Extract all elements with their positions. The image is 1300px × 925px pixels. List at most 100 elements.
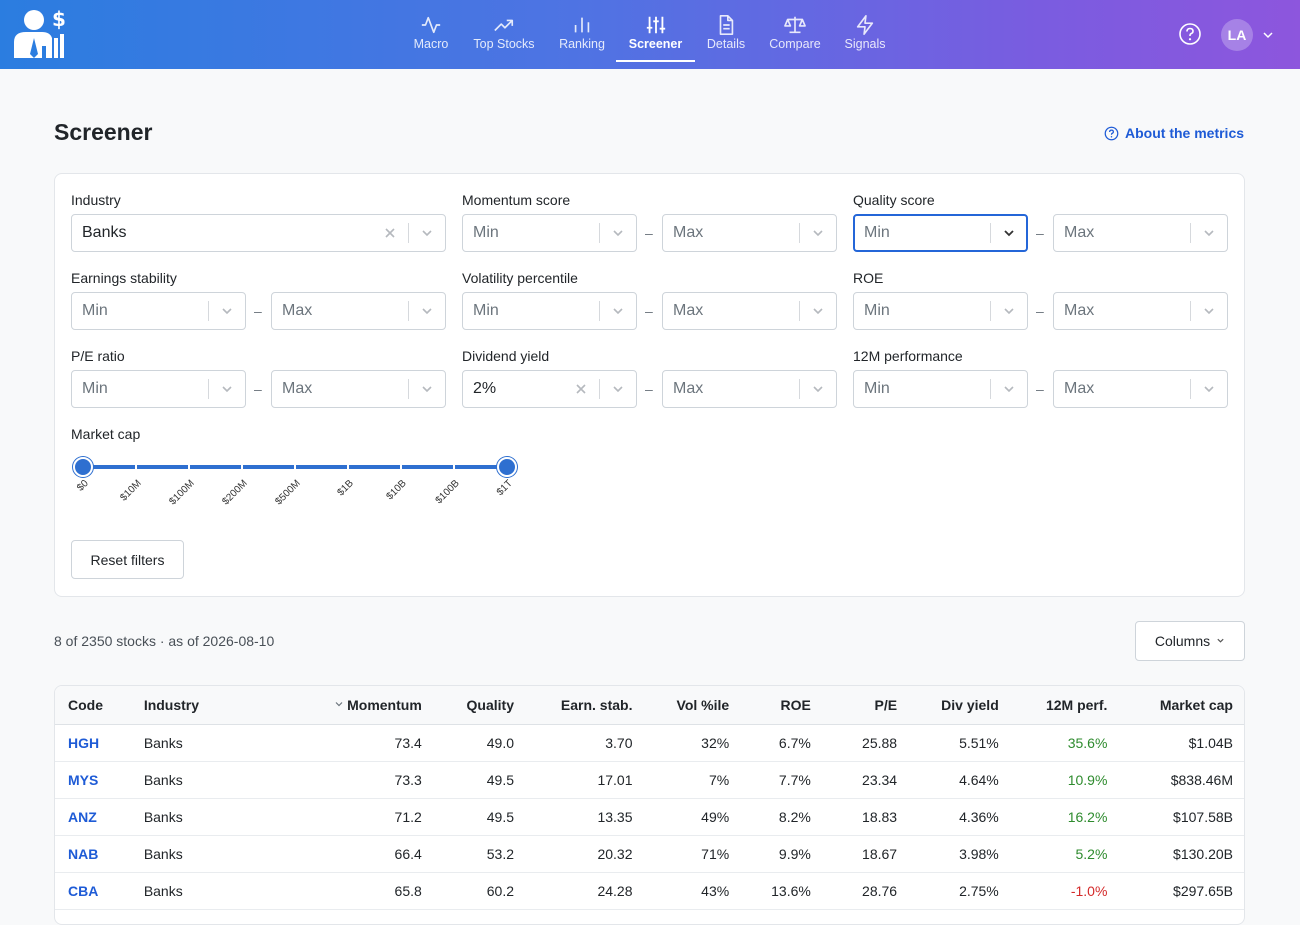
nav-macro[interactable]: Macro	[411, 0, 451, 62]
market-cap-max-handle[interactable]	[497, 457, 517, 477]
range-dash: –	[645, 381, 653, 397]
table-row[interactable]: HGH Banks 73.4 49.0 3.70 32% 6.7% 25.88 5.51% 35.…	[55, 724, 1244, 762]
cell-code[interactable]: HGH	[55, 724, 131, 762]
chevron-down-icon[interactable]	[220, 304, 234, 318]
pe-min-select[interactable]: Min	[71, 370, 246, 408]
volatility-max-select[interactable]: Max	[662, 292, 837, 330]
roe-max-select[interactable]: Max	[1053, 292, 1228, 330]
nav-label: Top Stocks	[473, 37, 535, 51]
nav-label: Details	[706, 37, 746, 51]
cell-cap: $838.46M	[1120, 761, 1244, 799]
cell-quality: 49.5	[434, 761, 527, 799]
column-header-performance-12m[interactable]: 12M perf.	[1011, 686, 1121, 725]
nav-details[interactable]: Details	[704, 0, 748, 62]
performance-12m-min-select[interactable]: Min	[853, 370, 1028, 408]
chevron-down-icon[interactable]	[420, 304, 434, 318]
momentum-label: Momentum score	[462, 192, 571, 208]
table-row[interactable]: NAB Banks 66.4 53.2 20.32 71% 9.9% 18.67 3.98% 5.…	[55, 835, 1244, 873]
cell-roe: 6.7%	[742, 724, 824, 762]
performance-12m-min-placeholder: Min	[864, 380, 890, 397]
chevron-down-icon[interactable]	[611, 382, 625, 396]
about-metrics-link[interactable]: About the metrics	[1104, 125, 1244, 141]
range-dash: –	[645, 303, 653, 319]
column-header-volatility[interactable]: Vol %ile	[645, 686, 743, 725]
chevron-down-icon[interactable]	[1202, 382, 1216, 396]
pe-max-select[interactable]: Max	[271, 370, 446, 408]
column-header-roe[interactable]: ROE	[742, 686, 824, 725]
chevron-down-icon[interactable]	[420, 382, 434, 396]
quality-max-select[interactable]: Max	[1053, 214, 1228, 252]
app-logo-icon[interactable]: $	[12, 7, 66, 60]
column-header-dividend-yield[interactable]: Div yield	[910, 686, 1012, 725]
industry-select[interactable]: Banks	[71, 214, 446, 252]
nav-top-stocks[interactable]: Top Stocks	[470, 0, 538, 62]
roe-max-placeholder: Max	[1064, 302, 1095, 319]
chevron-down-icon[interactable]	[420, 226, 434, 240]
chevron-down-icon[interactable]	[1002, 226, 1016, 240]
dividend-yield-min-select[interactable]: 2%	[462, 370, 637, 408]
column-header-label: Momentum	[347, 696, 422, 713]
market-cap-min-handle[interactable]	[73, 457, 93, 477]
help-circle-icon	[1104, 126, 1119, 141]
volatility-min-placeholder: Min	[473, 302, 499, 319]
column-header-earnings-stability[interactable]: Earn. stab.	[527, 686, 646, 725]
pe-label: P/E ratio	[71, 348, 125, 364]
table-row[interactable]: MYS Banks 73.3 49.5 17.01 7% 7.7% 23.34 4.64% 10.…	[55, 761, 1244, 799]
user-avatar[interactable]: LA	[1221, 19, 1253, 51]
cell-industry: Banks	[130, 835, 260, 873]
sort-desc-icon	[335, 701, 343, 707]
clear-icon[interactable]	[383, 226, 397, 240]
cell-momentum: 73.4	[259, 724, 435, 762]
table-header-row: Code Industry Momentum Quality Earn. sta…	[55, 686, 1244, 725]
cell-code[interactable]: ANZ	[55, 798, 131, 836]
quality-min-select[interactable]: Min	[853, 214, 1028, 252]
performance-12m-max-select[interactable]: Max	[1053, 370, 1228, 408]
chevron-down-icon[interactable]	[611, 304, 625, 318]
clear-icon[interactable]	[574, 382, 588, 396]
nav-screener[interactable]: Screener	[616, 0, 695, 62]
cell-code[interactable]: NAB	[55, 835, 131, 873]
chevron-down-icon[interactable]	[1002, 304, 1016, 318]
cell-code[interactable]: CBA	[55, 872, 131, 910]
momentum-max-select[interactable]: Max	[662, 214, 837, 252]
table-row[interactable]: ANZ Banks 71.2 49.5 13.35 49% 8.2% 18.83 4.36% 16…	[55, 798, 1244, 836]
column-header-momentum[interactable]: Momentum	[259, 686, 435, 725]
cell-code[interactable]: MYS	[55, 761, 131, 799]
earnings-stability-label: Earnings stability	[71, 270, 177, 286]
volatility-min-select[interactable]: Min	[462, 292, 637, 330]
column-header-industry[interactable]: Industry	[130, 686, 260, 725]
column-header-pe[interactable]: P/E	[823, 686, 911, 725]
nav-label: Signals	[844, 37, 886, 51]
chevron-down-icon[interactable]	[811, 226, 825, 240]
chevron-down-icon[interactable]	[811, 304, 825, 318]
cell-div: 4.64%	[910, 761, 1012, 799]
roe-min-select[interactable]: Min	[853, 292, 1028, 330]
momentum-min-select[interactable]: Min	[462, 214, 637, 252]
column-header-market-cap[interactable]: Market cap	[1120, 686, 1244, 725]
chevron-down-icon[interactable]	[1002, 382, 1016, 396]
column-header-code[interactable]: Code	[55, 686, 131, 725]
market-cap-label: Market cap	[71, 426, 141, 442]
cell-vol: 71%	[645, 835, 743, 873]
performance-12m-label: 12M performance	[853, 348, 963, 364]
table-row[interactable]: CBA Banks 65.8 60.2 24.28 43% 13.6% 28.76 2.75% -…	[55, 872, 1244, 910]
chevron-down-icon[interactable]	[1202, 226, 1216, 240]
nav-signals[interactable]: Signals	[842, 0, 888, 62]
column-header-quality[interactable]: Quality	[434, 686, 527, 725]
chevron-down-icon[interactable]	[811, 382, 825, 396]
scale-icon	[784, 16, 806, 34]
dividend-yield-max-select[interactable]: Max	[662, 370, 837, 408]
earnings-stability-max-select[interactable]: Max	[271, 292, 446, 330]
nav-ranking[interactable]: Ranking	[557, 0, 607, 62]
nav-compare[interactable]: Compare	[767, 0, 823, 62]
chevron-down-icon[interactable]	[611, 226, 625, 240]
help-icon[interactable]	[1178, 22, 1202, 46]
chevron-down-icon[interactable]	[1262, 29, 1274, 41]
chevron-down-icon[interactable]	[1202, 304, 1216, 318]
reset-filters-button[interactable]: Reset filters	[71, 540, 184, 579]
cell-roe: 9.9%	[742, 835, 824, 873]
columns-button[interactable]: Columns	[1135, 621, 1245, 661]
earnings-stability-max-placeholder: Max	[282, 302, 313, 319]
chevron-down-icon[interactable]	[220, 382, 234, 396]
earnings-stability-min-select[interactable]: Min	[71, 292, 246, 330]
